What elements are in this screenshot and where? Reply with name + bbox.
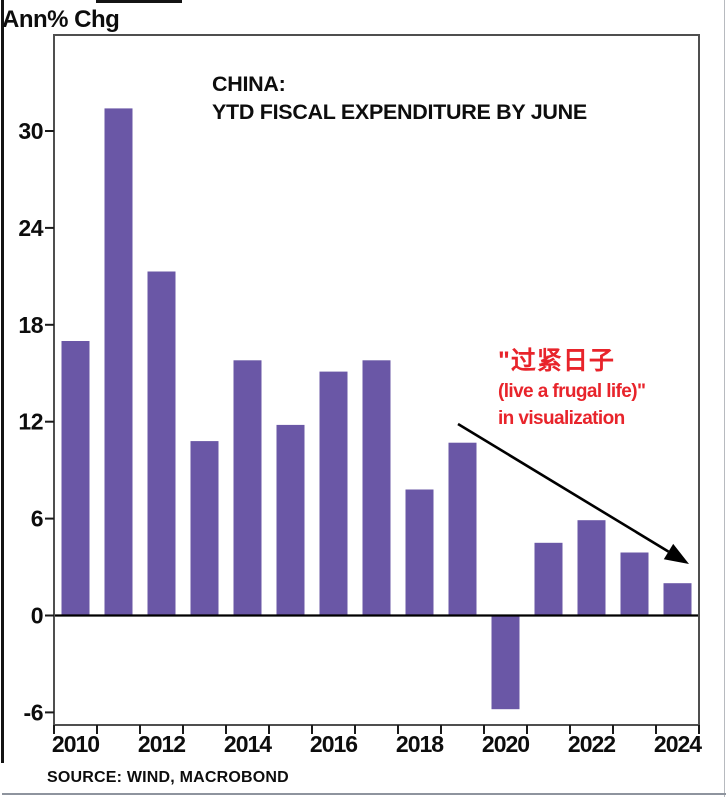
bar-2018 (405, 489, 434, 616)
bar-2021 (534, 542, 563, 616)
trend-arrowhead-icon (663, 543, 689, 564)
bar-2024 (663, 583, 692, 616)
y-axis-unit-label: Ann% Chg (2, 6, 120, 33)
bar-2014 (233, 360, 262, 616)
bar-2010 (61, 341, 90, 616)
y-tick-label: -6 (24, 699, 43, 725)
y-tick-label: 30 (18, 118, 43, 144)
y-tick-label: 6 (31, 506, 43, 532)
x-tick-label-2022: 2022 (568, 731, 615, 757)
right-border-line (723, 0, 725, 797)
chart-title-line2: YTD FISCAL EXPENDITURE BY JUNE (212, 100, 587, 124)
y-tick-label: 0 (31, 603, 43, 629)
source-attribution: SOURCE: WIND, MACROBOND (47, 769, 289, 786)
frugal-life-annotation: "过紧日子 (live a frugal life)" in visualiza… (498, 347, 646, 436)
bar-2013 (190, 441, 219, 616)
x-tick-label-2010: 2010 (52, 731, 99, 757)
annotation-line1-chinese: "过紧日子 (498, 347, 615, 375)
bar-2016 (319, 371, 348, 616)
y-axis: 30 24 18 12 6 0 -6 (18, 118, 54, 725)
chart-title: CHINA: YTD FISCAL EXPENDITURE BY JUNE (212, 70, 587, 126)
bars (61, 108, 692, 710)
bar-2011 (104, 108, 133, 616)
axes (53, 34, 700, 726)
x-tick-label-2016: 2016 (310, 731, 357, 757)
plot-frame (53, 34, 700, 726)
bar-2017 (362, 360, 391, 616)
bar-2020 (491, 615, 520, 710)
left-border-line (1, 0, 4, 763)
bar-2022 (577, 520, 606, 616)
bar-2019 (448, 442, 477, 616)
x-axis: 2010 2012 2014 2016 2018 2020 2022 2024 (52, 725, 703, 757)
x-tick-label-2014: 2014 (224, 731, 272, 757)
x-tick-label-2020: 2020 (482, 731, 529, 757)
bar-2012 (147, 271, 176, 616)
bottom-border-line (2, 792, 726, 795)
y-tick-label: 24 (18, 215, 43, 241)
x-tick-label-2012: 2012 (138, 731, 185, 757)
y-tick-label: 18 (18, 312, 43, 338)
trend-arrow-line (457, 422, 670, 553)
bar-2015 (276, 424, 305, 616)
chart-title-line1: CHINA: (212, 72, 286, 96)
x-tick-label-2018: 2018 (396, 731, 444, 757)
top-edge-artifact (96, 0, 182, 3)
annotation-line2-translation: (live a frugal life)" (498, 381, 646, 402)
trend-arrow (457, 422, 689, 564)
x-tick-label-2024: 2024 (654, 731, 702, 757)
bar-2023 (620, 552, 649, 616)
annotation-line3: in visualization (498, 408, 625, 429)
y-tick-label: 12 (18, 409, 43, 435)
